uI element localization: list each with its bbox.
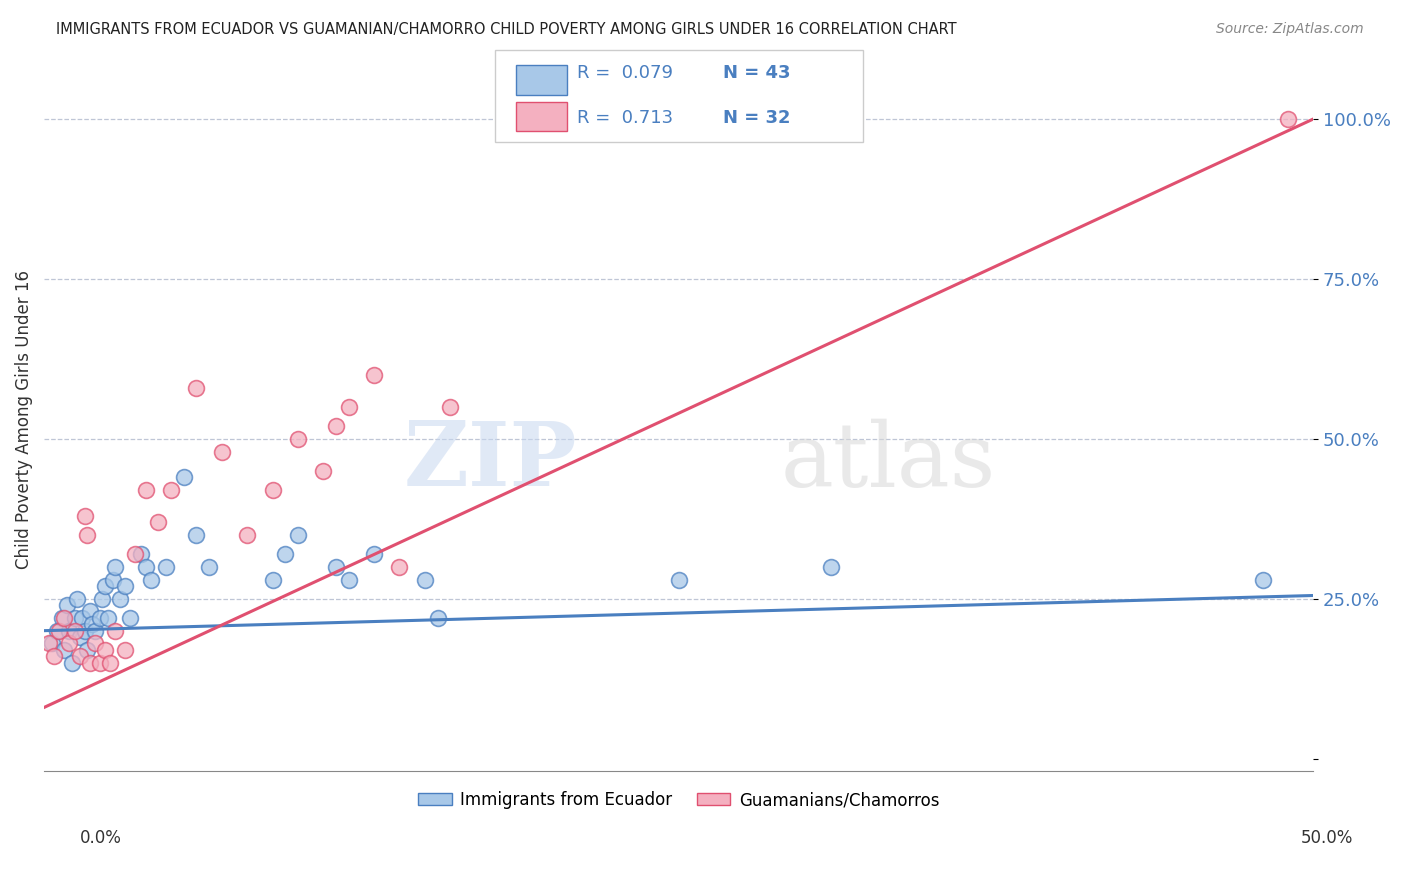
Point xyxy=(439,400,461,414)
Point xyxy=(236,527,259,541)
Point xyxy=(76,643,98,657)
Point xyxy=(89,656,111,670)
Point xyxy=(173,470,195,484)
FancyBboxPatch shape xyxy=(495,50,863,142)
Point xyxy=(83,624,105,638)
Point xyxy=(51,611,73,625)
Point xyxy=(388,559,411,574)
Text: ZIP: ZIP xyxy=(404,418,576,506)
Legend: Immigrants from Ecuador, Guamanians/Chamorros: Immigrants from Ecuador, Guamanians/Cham… xyxy=(412,784,946,816)
Point xyxy=(413,573,436,587)
Point xyxy=(98,656,121,670)
Point xyxy=(363,547,385,561)
Point xyxy=(91,591,114,606)
Text: R =  0.079: R = 0.079 xyxy=(576,64,673,82)
Point xyxy=(63,611,86,625)
Point xyxy=(110,591,132,606)
Point xyxy=(94,579,117,593)
Point xyxy=(124,547,146,561)
Point xyxy=(312,464,335,478)
Point xyxy=(337,573,360,587)
FancyBboxPatch shape xyxy=(516,65,567,95)
Point xyxy=(135,559,157,574)
Point xyxy=(186,381,208,395)
Point xyxy=(114,579,136,593)
Point xyxy=(104,624,127,638)
Point xyxy=(287,527,309,541)
Point xyxy=(274,547,297,561)
Point xyxy=(89,611,111,625)
Point xyxy=(135,483,157,497)
Point xyxy=(70,611,93,625)
Text: Source: ZipAtlas.com: Source: ZipAtlas.com xyxy=(1216,22,1364,37)
Point xyxy=(73,624,96,638)
Text: N = 43: N = 43 xyxy=(723,64,790,82)
Point xyxy=(211,444,233,458)
Point xyxy=(56,598,79,612)
Point xyxy=(114,643,136,657)
Point xyxy=(63,624,86,638)
Point xyxy=(129,547,152,561)
Point xyxy=(69,630,91,644)
Text: IMMIGRANTS FROM ECUADOR VS GUAMANIAN/CHAMORRO CHILD POVERTY AMONG GIRLS UNDER 16: IMMIGRANTS FROM ECUADOR VS GUAMANIAN/CHA… xyxy=(56,22,957,37)
Point xyxy=(79,656,101,670)
Point xyxy=(668,573,690,587)
Text: N = 32: N = 32 xyxy=(723,109,790,127)
Point xyxy=(69,649,91,664)
Text: R =  0.713: R = 0.713 xyxy=(576,109,673,127)
Point xyxy=(41,636,63,650)
Point xyxy=(73,508,96,523)
Point xyxy=(1251,573,1274,587)
Point xyxy=(44,649,66,664)
Point xyxy=(97,611,120,625)
Point xyxy=(325,419,347,434)
Point xyxy=(325,559,347,574)
Point xyxy=(53,611,76,625)
Point xyxy=(337,400,360,414)
Point xyxy=(83,636,105,650)
Point xyxy=(79,605,101,619)
Text: 50.0%: 50.0% xyxy=(1301,829,1354,847)
FancyBboxPatch shape xyxy=(516,102,567,131)
Point xyxy=(60,656,83,670)
Point xyxy=(120,611,142,625)
Point xyxy=(38,636,60,650)
Point xyxy=(426,611,449,625)
Point xyxy=(45,624,67,638)
Point xyxy=(58,636,80,650)
Point xyxy=(82,617,104,632)
Point xyxy=(101,573,124,587)
Point xyxy=(76,527,98,541)
Point xyxy=(287,432,309,446)
Text: 0.0%: 0.0% xyxy=(80,829,122,847)
Point xyxy=(148,515,170,529)
Point xyxy=(820,559,842,574)
Point xyxy=(139,573,162,587)
Point xyxy=(262,483,284,497)
Point xyxy=(155,559,177,574)
Point xyxy=(160,483,183,497)
Point xyxy=(186,527,208,541)
Point xyxy=(48,624,70,638)
Point xyxy=(262,573,284,587)
Point xyxy=(198,559,221,574)
Point xyxy=(104,559,127,574)
Point xyxy=(94,643,117,657)
Point xyxy=(58,624,80,638)
Point xyxy=(363,368,385,382)
Point xyxy=(66,591,89,606)
Point xyxy=(1277,112,1299,126)
Y-axis label: Child Poverty Among Girls Under 16: Child Poverty Among Girls Under 16 xyxy=(15,270,32,569)
Point xyxy=(53,643,76,657)
Text: atlas: atlas xyxy=(780,418,995,506)
